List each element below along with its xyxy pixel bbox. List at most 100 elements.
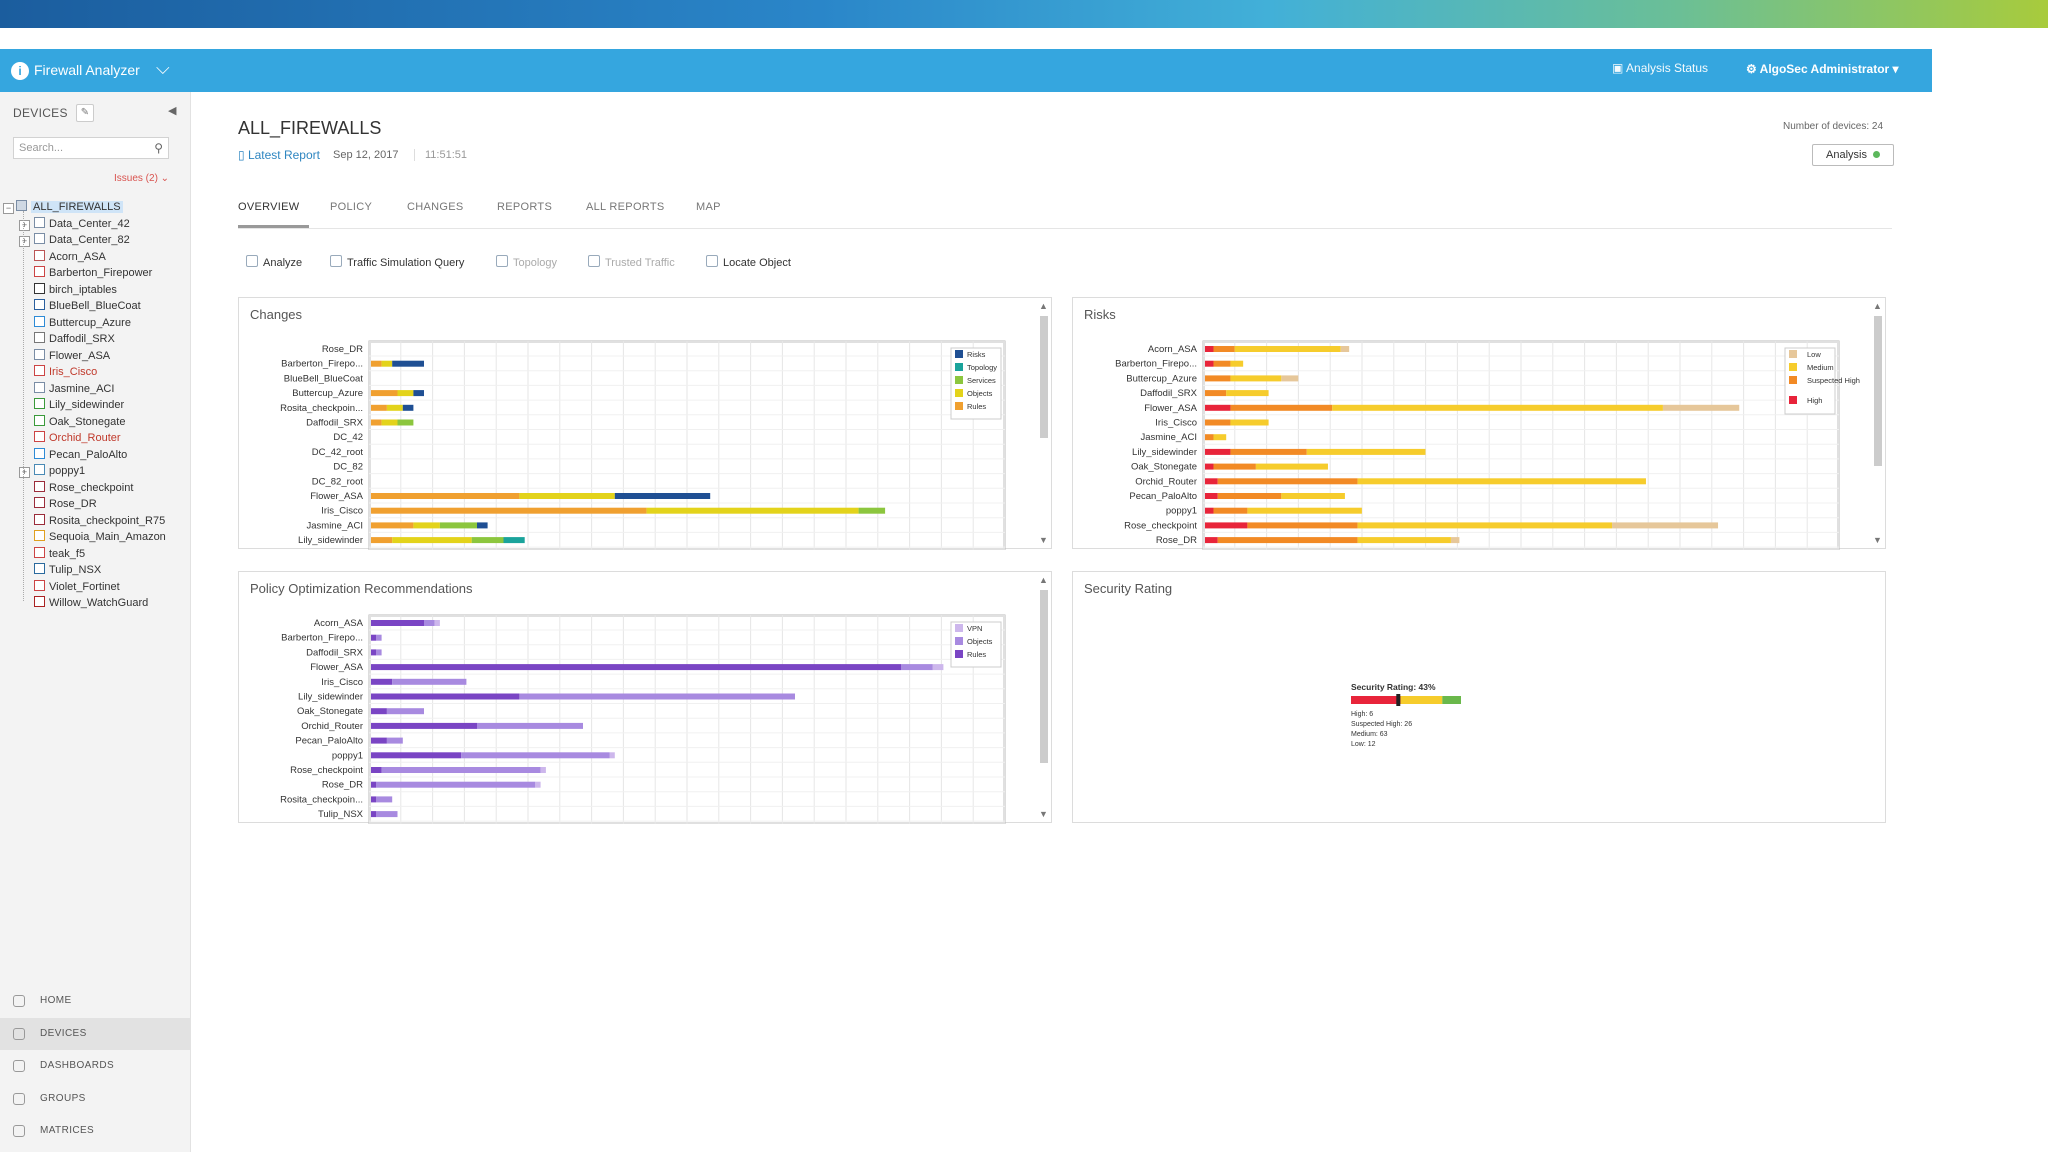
tool-analyze[interactable]: Analyze: [246, 255, 302, 269]
bar-suspected-high: [1230, 448, 1307, 455]
legend-swatch: [955, 376, 963, 384]
nav-devices[interactable]: DEVICES: [0, 1017, 190, 1050]
bar-risks: [413, 390, 424, 397]
tree-item-barberton-firepower[interactable]: Barberton_Firepower: [34, 265, 152, 281]
expand-toggle-icon[interactable]: +: [19, 467, 30, 478]
tree-item-flower-asa[interactable]: Flower_ASA: [34, 348, 110, 364]
latest-report-link[interactable]: ▯ Latest Report: [238, 148, 320, 162]
tree-item-label: Barberton_Firepower: [49, 267, 153, 279]
tool-trusted-traffic[interactable]: Trusted Traffic: [588, 255, 675, 269]
app-title[interactable]: Firewall Analyzer: [34, 62, 140, 78]
device-icon: [34, 315, 45, 327]
tab-changes[interactable]: CHANGES: [407, 201, 464, 213]
legend-swatch: [955, 637, 963, 645]
bar-objects: [392, 678, 467, 685]
bar-medium: [1230, 375, 1282, 382]
nav-groups[interactable]: GROUPS: [0, 1083, 190, 1115]
device-search-input[interactable]: Search... ⚲: [13, 137, 169, 159]
category-label: Iris_Cisco: [321, 677, 363, 688]
nav-dashboards[interactable]: DASHBOARDS: [0, 1050, 190, 1082]
tree-item-orchid-router[interactable]: Orchid_Router: [34, 430, 121, 446]
tree-item-oak-stonegate[interactable]: Oak_Stonegate: [34, 414, 125, 430]
user-menu[interactable]: ⚙ AlgoSec Administrator ▾: [1746, 62, 1899, 76]
tree-item-buttercup-azure[interactable]: Buttercup_Azure: [34, 315, 131, 331]
tree-item-teak-f5[interactable]: teak_f5: [34, 546, 85, 562]
tab-reports[interactable]: REPORTS: [497, 201, 553, 213]
analysis-status-link[interactable]: ▣ Analysis Status: [1612, 61, 1709, 75]
tab-map[interactable]: MAP: [696, 201, 721, 213]
tree-item-violet-fortinet[interactable]: Violet_Fortinet: [34, 579, 120, 595]
tree-item-label: Jasmine_ACI: [49, 382, 115, 395]
category-label: Jasmine_ACI: [307, 520, 364, 531]
changes-scrollbar[interactable]: ▲ ▼: [1037, 298, 1051, 548]
legend-swatch: [955, 389, 963, 397]
expand-toggle-icon[interactable]: +: [19, 219, 30, 231]
scroll-up-icon[interactable]: ▲: [1873, 301, 1882, 311]
tree-item-label: Oak_Stonegate: [49, 415, 126, 428]
tree-item-label: Rose_DR: [49, 498, 97, 510]
tree-item-jasmine-aci[interactable]: Jasmine_ACI: [34, 381, 114, 397]
scroll-thumb[interactable]: [1040, 590, 1048, 763]
tree-item-poppy1[interactable]: poppy1: [34, 463, 85, 479]
nav-home[interactable]: HOME: [0, 985, 190, 1017]
risks-scrollbar[interactable]: ▲ ▼: [1871, 298, 1885, 548]
tree-item-rosita-checkpoint-r75[interactable]: Rosita_checkpoint_R75: [34, 513, 165, 529]
tree-item-rose-dr[interactable]: Rose_DR: [34, 496, 97, 512]
scroll-thumb[interactable]: [1874, 316, 1882, 466]
expand-toggle-icon[interactable]: −: [3, 203, 14, 214]
tree-item-birch-iptables[interactable]: birch_iptables: [34, 282, 117, 298]
legend-label: Rules: [967, 402, 986, 411]
chevron-down-icon[interactable]: ⌵: [156, 58, 170, 78]
tree-item-lily-sidewinder[interactable]: Lily_sidewinder: [34, 397, 124, 413]
scroll-up-icon[interactable]: ▲: [1039, 301, 1048, 311]
issues-dropdown[interactable]: Issues (2) ⌄: [114, 173, 170, 184]
tree-item-sequoia-main-amazon[interactable]: Sequoia_Main_Amazon: [34, 529, 166, 545]
tab-all-reports[interactable]: ALL REPORTS: [586, 201, 665, 213]
scroll-thumb[interactable]: [1040, 316, 1048, 438]
tool-locate-object[interactable]: Locate Object: [706, 255, 791, 269]
expand-toggle-icon[interactable]: +: [19, 236, 30, 247]
search-placeholder: Search...: [19, 142, 64, 154]
tree-item-data-center-42[interactable]: Data_Center_42: [34, 216, 130, 232]
nav-matrices[interactable]: MATRICES: [0, 1115, 190, 1147]
tree-item-label: Tulip_NSX: [49, 564, 102, 576]
bar-suspected-high: [1213, 346, 1235, 352]
category-label: Rosita_checkpoin...: [280, 794, 363, 805]
tree-item-iris-cisco[interactable]: Iris_Cisco: [34, 364, 97, 380]
bar-rules: [371, 404, 387, 411]
nav-label: MATRICES: [40, 1125, 95, 1136]
category-label: Daffodil_SRX: [306, 418, 364, 429]
active-tab-indicator: [238, 225, 309, 228]
tree-item-daffodil-srx[interactable]: Daffodil_SRX: [34, 331, 115, 347]
device-icon: [34, 447, 45, 459]
tree-item-acorn-asa[interactable]: Acorn_ASA: [34, 249, 106, 265]
tree-item-bluebell-bluecoat[interactable]: BlueBell_BlueCoat: [34, 298, 141, 314]
top-gradient-band: [0, 0, 2048, 28]
bar-rules: [371, 722, 477, 729]
tree-item-all-firewalls[interactable]: ALL_FIREWALLS: [16, 199, 123, 215]
bar-high: [1205, 507, 1214, 514]
tab-divider: [238, 228, 1892, 229]
search-icon[interactable]: ⚲: [154, 141, 163, 155]
policy-scrollbar[interactable]: ▲ ▼: [1037, 572, 1051, 822]
tool-topology[interactable]: Topology: [496, 255, 557, 269]
tree-item-rose-checkpoint[interactable]: Rose_checkpoint: [34, 480, 133, 496]
category-label: Flower_ASA: [1144, 403, 1197, 414]
tree-item-pecan-paloalto[interactable]: Pecan_PaloAlto: [34, 447, 127, 463]
wrench-icon[interactable]: ✎: [76, 104, 94, 122]
tab-policy[interactable]: POLICY: [330, 201, 373, 213]
category-label: Iris_Cisco: [321, 506, 363, 517]
rating-scale-segment: [1442, 696, 1461, 704]
analysis-button[interactable]: Analysis: [1812, 144, 1894, 166]
collapse-sidebar-icon[interactable]: ◀: [168, 105, 177, 117]
tree-item-tulip-nsx[interactable]: Tulip_NSX: [34, 562, 101, 578]
scroll-down-icon[interactable]: ▼: [1039, 535, 1048, 545]
tree-item-willow-watchguard[interactable]: Willow_WatchGuard: [34, 595, 148, 611]
tree-item-data-center-82[interactable]: Data_Center_82: [34, 232, 130, 248]
scroll-down-icon[interactable]: ▼: [1873, 535, 1882, 545]
scroll-up-icon[interactable]: ▲: [1039, 575, 1048, 585]
tab-overview[interactable]: OVERVIEW: [238, 201, 300, 213]
security-rating-panel: Security Rating Security Rating: 43% High…: [1072, 571, 1886, 823]
scroll-down-icon[interactable]: ▼: [1039, 809, 1048, 819]
tool-traffic-simulation-query[interactable]: Traffic Simulation Query: [330, 255, 464, 269]
